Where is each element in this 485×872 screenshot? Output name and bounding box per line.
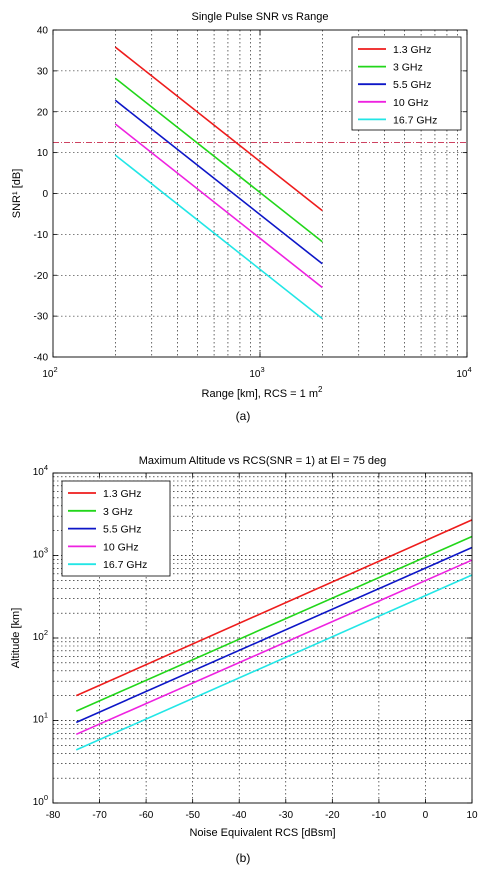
chart-a-ytick-label: -20 xyxy=(34,271,49,282)
chart-a-ylabel: SNR¹ [dB] xyxy=(11,169,23,219)
chart-b-ytick-label-base: 10 xyxy=(33,467,45,478)
chart-b-xtick-label: -80 xyxy=(46,810,61,821)
chart-b-ytick-label: 104 xyxy=(33,463,48,478)
chart-a-xtick-label-exp: 3 xyxy=(260,365,264,374)
chart-b-series-line xyxy=(75,535,473,712)
chart-b-ytick-label-exp: 4 xyxy=(44,463,48,472)
chart-b-title: Maximum Altitude vs RCS(SNR = 1) at El =… xyxy=(139,455,387,467)
chart-b-ytick-label-base: 10 xyxy=(33,550,45,561)
chart-a-ytick-label: -10 xyxy=(34,230,49,241)
chart-b-xlabel: Noise Equivalent RCS [dBsm] xyxy=(189,827,335,839)
chart-a-xtick-label-exp: 4 xyxy=(467,365,471,374)
chart-a-title: Single Pulse SNR vs Range xyxy=(192,11,329,23)
chart-b-xtick-label: -60 xyxy=(139,810,154,821)
chart-a-ytick-label: 20 xyxy=(37,107,49,118)
chart-b-xtick-label: -30 xyxy=(279,810,294,821)
chart-a: -40 -30 -20 -10 0 10 20 30 40 Single Pulse SNR vs… xyxy=(11,11,468,423)
chart-a-xtick-label: 104 xyxy=(456,365,471,380)
chart-b-xtick-label: -50 xyxy=(185,810,200,821)
chart-a-ytick-label: 30 xyxy=(37,66,49,77)
chart-a-legend-label: 3 GHz xyxy=(393,62,423,74)
chart-b-ytick-label-exp: 0 xyxy=(44,793,48,802)
chart-b-ytick-label: 100 xyxy=(33,793,48,808)
chart-a-xtick-label-exp: 2 xyxy=(53,365,57,374)
chart-b-legend-label: 10 GHz xyxy=(103,541,139,553)
chart-b-ytick-label: 103 xyxy=(33,546,48,561)
chart-a-legend-label: 1.3 GHz xyxy=(393,44,432,56)
chart-b-xtick-label: 0 xyxy=(423,810,429,821)
chart-b-ytick-label-exp: 2 xyxy=(44,628,48,637)
chart-b-xtick-label: 10 xyxy=(466,810,478,821)
chart-a-xlabel-sup: 2 xyxy=(318,385,323,394)
chart-b-legend-label: 5.5 GHz xyxy=(103,524,142,536)
chart-a-ytick-label: 0 xyxy=(42,189,48,200)
chart-b-ylabel: Altitude [km] xyxy=(10,608,22,669)
chart-b-ytick-label-exp: 3 xyxy=(44,546,48,555)
chart-b-ytick-label-exp: 1 xyxy=(44,711,48,720)
chart-a-legend-label: 10 GHz xyxy=(393,97,429,109)
chart-b-ytick-label: 101 xyxy=(33,711,48,726)
chart-b-series-line xyxy=(75,546,473,724)
chart-a-xlabel-text: Range [km], RCS = 1 m xyxy=(202,388,318,400)
chart-a-ytick-label: 40 xyxy=(37,26,49,37)
chart-b-xtick-label: -40 xyxy=(232,810,247,821)
chart-a-xlabel: Range [km], RCS = 1 m2 xyxy=(202,385,323,400)
chart-b-xtick-label: -20 xyxy=(325,810,340,821)
chart-a-series-line xyxy=(114,123,323,289)
chart-b-legend-label: 16.7 GHz xyxy=(103,559,147,571)
chart-b-ytick-label-base: 10 xyxy=(33,797,45,808)
chart-a-series-line xyxy=(114,46,323,212)
chart-b-caption: (b) xyxy=(236,851,251,865)
chart-b-series-line xyxy=(75,574,473,751)
chart-b-series-line xyxy=(75,559,473,736)
chart-a-ytick-label: 10 xyxy=(37,148,49,159)
chart-b-legend-label: 1.3 GHz xyxy=(103,488,142,500)
chart-b-series-line xyxy=(75,519,473,697)
chart-b-ytick-label: 102 xyxy=(33,628,48,643)
chart-a-xtick-label-base: 10 xyxy=(456,369,468,380)
chart-a-xtick-label: 102 xyxy=(42,365,57,380)
chart-a-series-line xyxy=(114,99,323,265)
chart-a-xtick-label: 103 xyxy=(249,365,264,380)
chart-a-legend-label: 5.5 GHz xyxy=(393,79,432,91)
chart-a-series-line xyxy=(114,154,323,320)
chart-b-xtick-label: -10 xyxy=(372,810,387,821)
chart-b-ytick-label-base: 10 xyxy=(33,632,45,643)
chart-a-legend-label: 16.7 GHz xyxy=(393,114,437,126)
chart-b-legend-label: 3 GHz xyxy=(103,506,133,518)
chart-b-ytick-label-base: 10 xyxy=(33,715,45,726)
chart-a-series-line xyxy=(114,77,323,243)
chart-a-ytick-label: -40 xyxy=(34,353,49,364)
chart-a-xtick-label-base: 10 xyxy=(249,369,261,380)
chart-a-xtick-label-base: 10 xyxy=(42,369,54,380)
chart-b-xtick-label: -70 xyxy=(92,810,107,821)
chart-a-ytick-label: -30 xyxy=(34,312,49,323)
chart-a-caption: (a) xyxy=(236,409,251,423)
